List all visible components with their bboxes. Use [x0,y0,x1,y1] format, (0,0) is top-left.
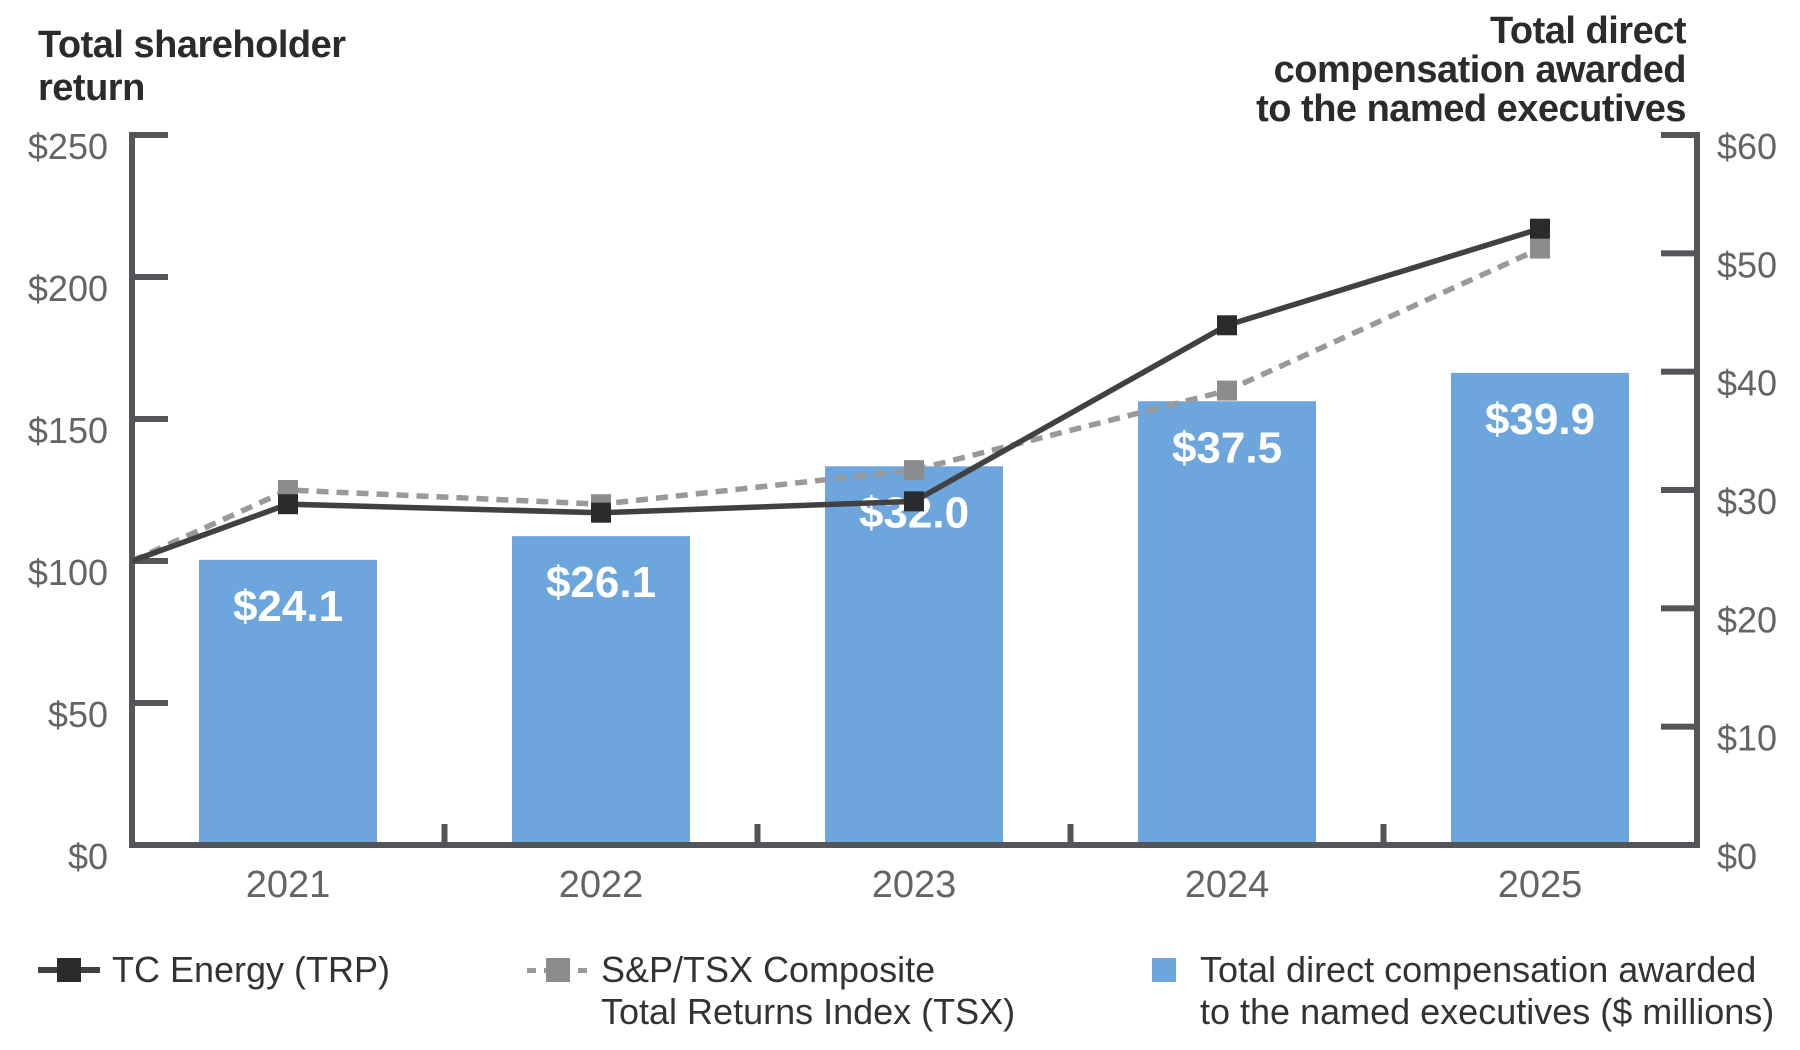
left-axis-tick-50 [129,700,168,706]
right-axis-tick-20 [1661,605,1700,612]
right-axis-tick-label-50: $50 [1717,244,1777,285]
left-axis-top-tick [129,132,168,138]
tsx-marker-2024 [1217,380,1237,401]
left-axis-tick-label-200: $200 [28,268,108,309]
left-axis-tick-label-150: $150 [28,410,108,451]
left-axis-tick-label-100: $100 [28,552,108,593]
right-axis-tick-40 [1661,368,1700,375]
left-axis-tick-200 [129,274,168,280]
bar-2023 [825,466,1003,845]
x-axis-line [129,842,1700,848]
left-axis-tick-label-250: $250 [28,126,108,167]
trp-line [131,226,1541,564]
x-axis-separator-tick [1067,824,1074,845]
bar-value-label-2021: $24.1 [233,582,343,631]
year-label-2024: 2024 [1185,864,1270,906]
bar-2024 [1138,401,1316,845]
bar-value-label-2024: $37.5 [1172,423,1282,472]
left-axis-tick-label-0: $0 [68,836,108,877]
year-label-2021: 2021 [246,864,331,906]
left-axis-tick-150 [129,416,168,422]
right-axis-tick-label-0: $0 [1717,836,1757,877]
right-axis-tick-label-30: $30 [1717,481,1777,522]
x-axis-separator-tick [1380,824,1387,845]
trp-marker-2021 [278,494,298,515]
right-axis-tick-label-60: $60 [1717,126,1777,167]
year-label-2025: 2025 [1498,864,1583,906]
year-label-2022: 2022 [559,864,644,906]
right-axis-tick-10 [1661,723,1700,730]
left-axis-line [129,132,135,848]
bar-2025 [1451,372,1629,845]
bar-value-label-2022: $26.1 [546,558,656,607]
right-axis-tick-50 [1661,250,1700,257]
trp-marker-2022 [591,502,611,523]
trp-marker-2024 [1217,315,1237,336]
right-axis-tick-label-10: $10 [1717,718,1777,759]
tsx-marker-2023 [904,460,924,481]
left-axis-tick-100 [129,558,168,564]
right-axis-tick-30 [1661,487,1700,493]
bar-2021 [199,559,377,845]
left-axis-title: Total shareholder return [38,24,346,109]
trp-marker-2025 [1530,218,1550,239]
right-axis-top-tick [1661,132,1700,138]
bar-2022 [512,536,690,845]
trp-marker-2023 [904,491,924,512]
right-axis-title: Total direct compensation awarded to the… [1256,10,1686,130]
right-axis-tick-label-40: $40 [1717,363,1777,404]
tsx-line [130,246,1542,564]
x-axis-separator-tick [754,824,761,845]
bar-value-label-2025: $39.9 [1485,395,1595,444]
left-axis-tick-label-50: $50 [48,694,108,735]
right-axis-tick-label-20: $20 [1717,599,1777,640]
tsx-marker-2025 [1530,238,1550,259]
x-axis-separator-tick [441,824,448,845]
year-label-2023: 2023 [872,864,957,906]
